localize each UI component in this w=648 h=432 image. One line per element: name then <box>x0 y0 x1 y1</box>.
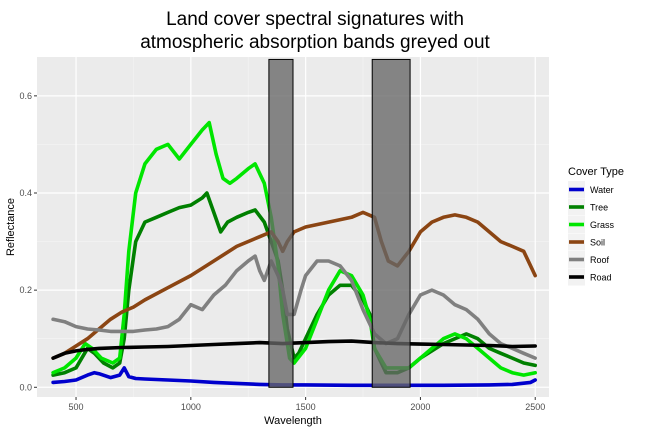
absorption-band-2 <box>371 58 411 388</box>
absorption-band-1 <box>268 58 294 388</box>
axis-ticks: 500 1000 1500 2000 2500 0.0 0.2 0.4 0.6 <box>19 91 545 412</box>
x-tick-label: 500 <box>69 402 84 412</box>
series-line-soil <box>51 210 537 360</box>
x-tick-label: 1500 <box>296 402 316 412</box>
x-axis-title: Wavelength <box>264 415 322 427</box>
legend-label-water: Water <box>590 185 614 195</box>
x-tick-label: 1000 <box>181 402 201 412</box>
x-tick-label: 2500 <box>525 402 545 412</box>
x-tick-label: 2000 <box>410 402 430 412</box>
legend: Cover Type Water Tree Grass Soil Roof Road <box>568 166 624 286</box>
legend-label-grass: Grass <box>590 220 615 230</box>
y-tick-label: 0.6 <box>19 91 32 101</box>
chart-title-line-1: Land cover spectral signatures with <box>166 9 464 30</box>
chart-title-line-2: atmospheric absorption bands greyed out <box>140 32 490 53</box>
legend-title: Cover Type <box>568 166 624 178</box>
y-tick-label: 0.4 <box>19 188 32 198</box>
legend-label-tree: Tree <box>590 203 608 213</box>
y-tick-label: 0.2 <box>19 285 32 295</box>
series-line-water <box>51 366 537 388</box>
y-tick-label: 0.0 <box>19 382 32 392</box>
y-axis-title: Reflectance <box>5 198 17 256</box>
legend-label-soil: Soil <box>590 238 605 248</box>
absorption-bands <box>268 58 411 388</box>
legend-label-roof: Roof <box>590 255 610 265</box>
legend-label-road: Road <box>590 273 612 283</box>
